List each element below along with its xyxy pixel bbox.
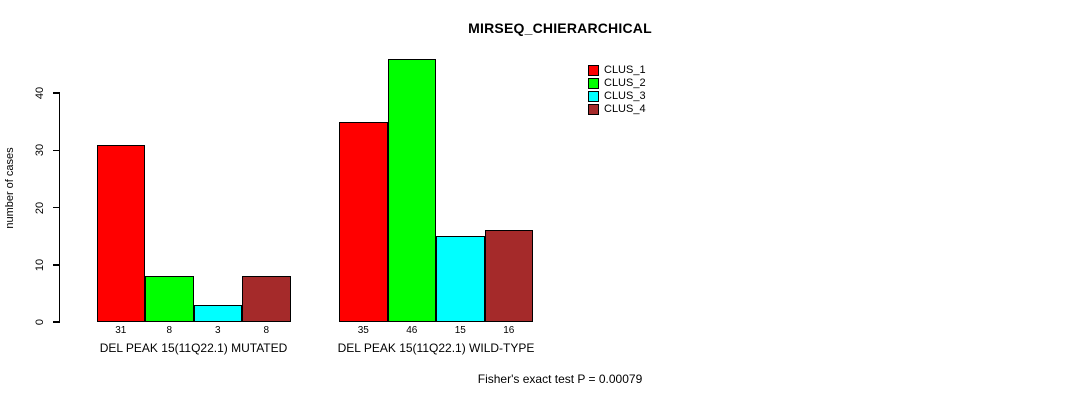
legend-label: CLUS_2 [604, 77, 646, 89]
bar-clus_1-group1 [96, 144, 145, 322]
y-tick-mark [53, 206, 60, 209]
y-tick-mark [53, 264, 60, 266]
bar-clus_4-group2 [484, 230, 533, 322]
y-tick-label: 30 [34, 144, 46, 157]
y-tick-label: 0 [34, 318, 46, 326]
bar-value-label: 3 [214, 325, 221, 336]
x-axis-category-label: DEL PEAK 15(11Q22.1) WILD-TYPE [337, 341, 535, 355]
legend-label: CLUS_1 [604, 64, 646, 76]
bar-value-label: 15 [454, 325, 466, 336]
y-tick-mark [53, 321, 60, 323]
legend: CLUS_1 CLUS_2 CLUS_3 CLUS_4 [588, 64, 646, 116]
bar-clus_3-group2 [436, 236, 485, 322]
bar-value-label: 46 [406, 325, 418, 336]
legend-item-clus_4: CLUS_4 [588, 103, 646, 116]
bar-clus_3-group1 [193, 304, 242, 322]
legend-item-clus_2: CLUS_2 [588, 77, 646, 90]
legend-swatch-icon [588, 65, 599, 76]
legend-item-clus_3: CLUS_3 [588, 90, 646, 103]
bar-value-label: 8 [166, 325, 173, 336]
bar-clus_2-group1 [145, 276, 194, 322]
y-axis-title: number of cases [4, 147, 16, 229]
x-axis-category-label: DEL PEAK 15(11Q22.1) MUTATED [99, 341, 288, 355]
y-tick-mark [53, 149, 60, 152]
bar-value-label: 35 [357, 325, 369, 336]
bar-value-label: 31 [115, 325, 127, 336]
y-tick-mark [53, 92, 60, 94]
y-tick-label: 20 [34, 201, 46, 214]
legend-swatch-icon [588, 91, 599, 102]
y-tick-label: 40 [34, 87, 46, 100]
bar-value-label: 16 [503, 325, 515, 336]
y-tick-label: 10 [34, 258, 46, 271]
legend-swatch-icon [588, 104, 599, 115]
legend-swatch-icon [588, 78, 599, 89]
bar-clus_2-group2 [387, 58, 436, 322]
bar-clus_1-group2 [339, 121, 388, 322]
legend-label: CLUS_4 [604, 103, 646, 115]
legend-item-clus_1: CLUS_1 [588, 64, 646, 77]
stat-test-annotation: Fisher's exact test P = 0.00079 [477, 372, 643, 386]
bar-clus_4-group1 [242, 276, 291, 322]
legend-label: CLUS_3 [604, 90, 646, 102]
chart-title: MIRSEQ_CHIERARCHICAL [468, 20, 652, 36]
bar-value-label: 8 [263, 325, 270, 336]
